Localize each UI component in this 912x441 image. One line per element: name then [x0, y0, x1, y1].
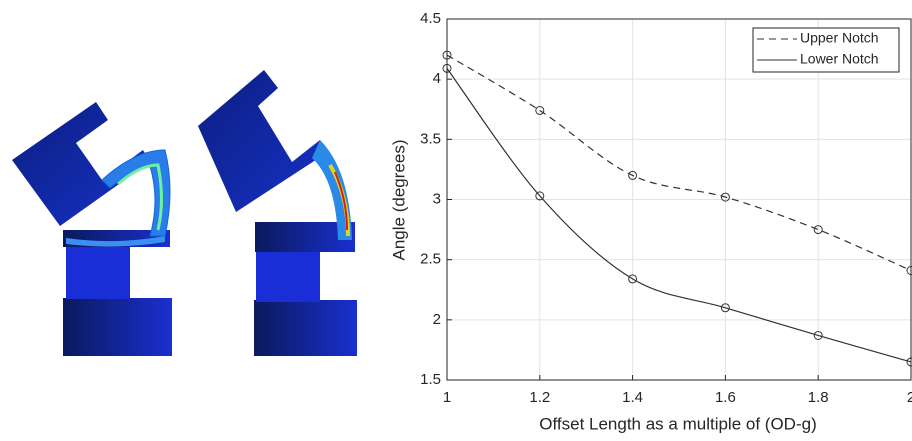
y-tick-label: 3 — [433, 190, 441, 207]
x-axis-label: Offset Length as a multiple of (OD-g) — [539, 414, 816, 433]
x-tick-label: 1.2 — [529, 389, 550, 406]
x-tick-label: 1.6 — [715, 389, 736, 406]
x-tick-label: 2 — [907, 389, 912, 406]
fea-illustration — [12, 70, 357, 356]
y-tick-label: 1.5 — [420, 371, 441, 388]
x-tick-label: 1.8 — [808, 389, 829, 406]
x-tick-label: 1 — [443, 389, 451, 406]
figure: 1.5 2 2.5 3 3.5 4 4.5 1 1.2 1.4 1.6 1.8 2 Offset Len… — [0, 0, 912, 441]
page: 1.5 2 2.5 3 3.5 4 4.5 1 1.2 1.4 1.6 1.8 2 Offset Len… — [0, 0, 912, 441]
y-tick-label: 4.5 — [420, 10, 441, 27]
y-tick-label: 3.5 — [420, 130, 441, 147]
y-tick-label: 2.5 — [420, 251, 441, 268]
y-tick-label: 2 — [433, 311, 441, 328]
y-axis-label: Angle (degrees) — [389, 140, 408, 261]
x-tick-label: 1.4 — [622, 389, 643, 406]
y-tick-label: 4 — [433, 70, 441, 87]
series-line — [447, 68, 911, 362]
legend-label: Lower Notch — [800, 51, 879, 67]
series-line — [447, 55, 911, 270]
legend: Upper Notch Lower Notch — [753, 28, 899, 72]
legend-label: Upper Notch — [800, 30, 879, 46]
